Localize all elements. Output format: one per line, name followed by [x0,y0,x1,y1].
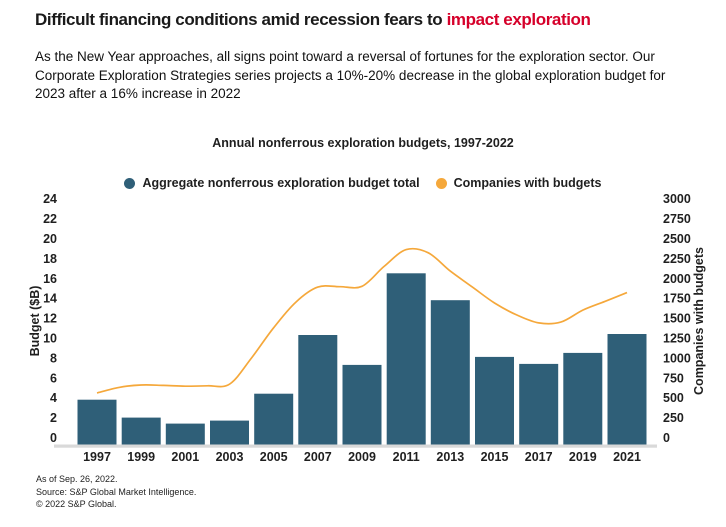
y-right-tick: 500 [663,391,684,405]
x-tick: 1999 [127,450,155,464]
bar-2007 [298,335,338,445]
y-left-tick: 22 [43,212,57,226]
y-right-tick: 3000 [663,192,691,206]
x-tick: 2009 [348,450,376,464]
y-right-tick: 0 [663,431,670,445]
y-right-tick: 2500 [663,232,691,246]
y-axis-label-right: Companies with budgets [692,247,706,395]
y-right-tick: 2000 [663,272,691,286]
bar-2019 [563,352,603,445]
y-right-tick: 2250 [663,252,691,266]
chart-title: Annual nonferrous exploration budgets, 1… [212,136,514,150]
y-right-tick: 1500 [663,312,691,326]
bar-1997 [77,399,117,445]
bar-2015 [475,356,514,445]
axis-tick-labels: 0246810121416182022240250500750100012501… [43,192,691,464]
y-left-tick: 12 [43,312,57,326]
y-right-tick: 750 [663,371,684,385]
bar-2021 [607,334,647,445]
y-right-tick: 2750 [663,212,691,226]
page-title: Difficult financing conditions amid rece… [35,10,715,30]
x-tick: 2021 [613,450,641,464]
legend-item-companies: Companies with budgets [435,176,602,190]
as-of-date: As of Sep. 26, 2022. [36,474,118,484]
x-axis-line [54,444,657,448]
companies-line [96,247,628,394]
x-tick: 2019 [569,450,597,464]
y-axis-label-left: Budget ($B) [28,286,42,357]
copyright-line: © 2022 S&P Global. [36,499,117,510]
bar-1999 [121,417,161,445]
y-left-tick: 10 [43,332,57,346]
legend-label-companies: Companies with budgets [453,176,602,190]
y-left-tick: 0 [50,431,57,445]
x-tick: 2005 [260,450,288,464]
x-tick: 2003 [216,450,244,464]
y-left-tick: 2 [50,411,57,425]
source-note: As of Sep. 26, 2022. Source: S&P Global … [36,473,196,511]
y-right-tick: 1750 [663,292,691,306]
x-tick: 2015 [481,450,509,464]
bar-2003 [210,420,249,445]
companies-series-dot-icon [435,177,447,189]
y-left-tick: 24 [43,192,57,206]
bar-2017 [519,363,559,445]
y-left-tick: 20 [43,232,57,246]
y-left-tick: 6 [50,371,57,385]
x-tick: 2007 [304,450,332,464]
y-left-tick: 4 [50,391,57,405]
y-left-tick: 18 [43,252,57,266]
x-tick: 2013 [436,450,464,464]
legend-label-budget: Aggregate nonferrous exploration budget … [142,176,420,190]
x-tick: 1997 [83,450,111,464]
x-tick: 2011 [393,450,420,464]
y-left-tick: 16 [43,272,57,286]
source-line: Source: S&P Global Market Intelligence. [36,486,197,497]
bar-2011 [386,273,426,445]
page-subtitle: As the New Year approaches, all signs po… [35,49,666,102]
x-tick: 2001 [171,450,199,464]
bar-2009 [342,364,382,445]
budget-bars [77,273,647,445]
y-left-tick: 8 [50,351,57,365]
budget-series-dot-icon [124,177,136,189]
legend-item-budget: Aggregate nonferrous exploration budget … [124,176,420,190]
y-right-tick: 250 [663,411,684,425]
exploration-budgets-chart: 0246810121416182022240250500750100012501… [28,192,706,464]
bar-2013 [430,300,470,445]
y-right-tick: 1250 [663,332,691,346]
y-left-tick: 14 [43,292,57,306]
page-title-highlight: impact exploration [446,10,591,29]
x-tick: 2017 [525,450,553,464]
bar-2005 [254,393,294,445]
page-title-text: Difficult financing conditions amid rece… [35,10,447,29]
y-right-tick: 1000 [663,351,691,365]
chart-legend: Aggregate nonferrous exploration budget … [0,176,726,190]
bar-2001 [165,423,205,445]
